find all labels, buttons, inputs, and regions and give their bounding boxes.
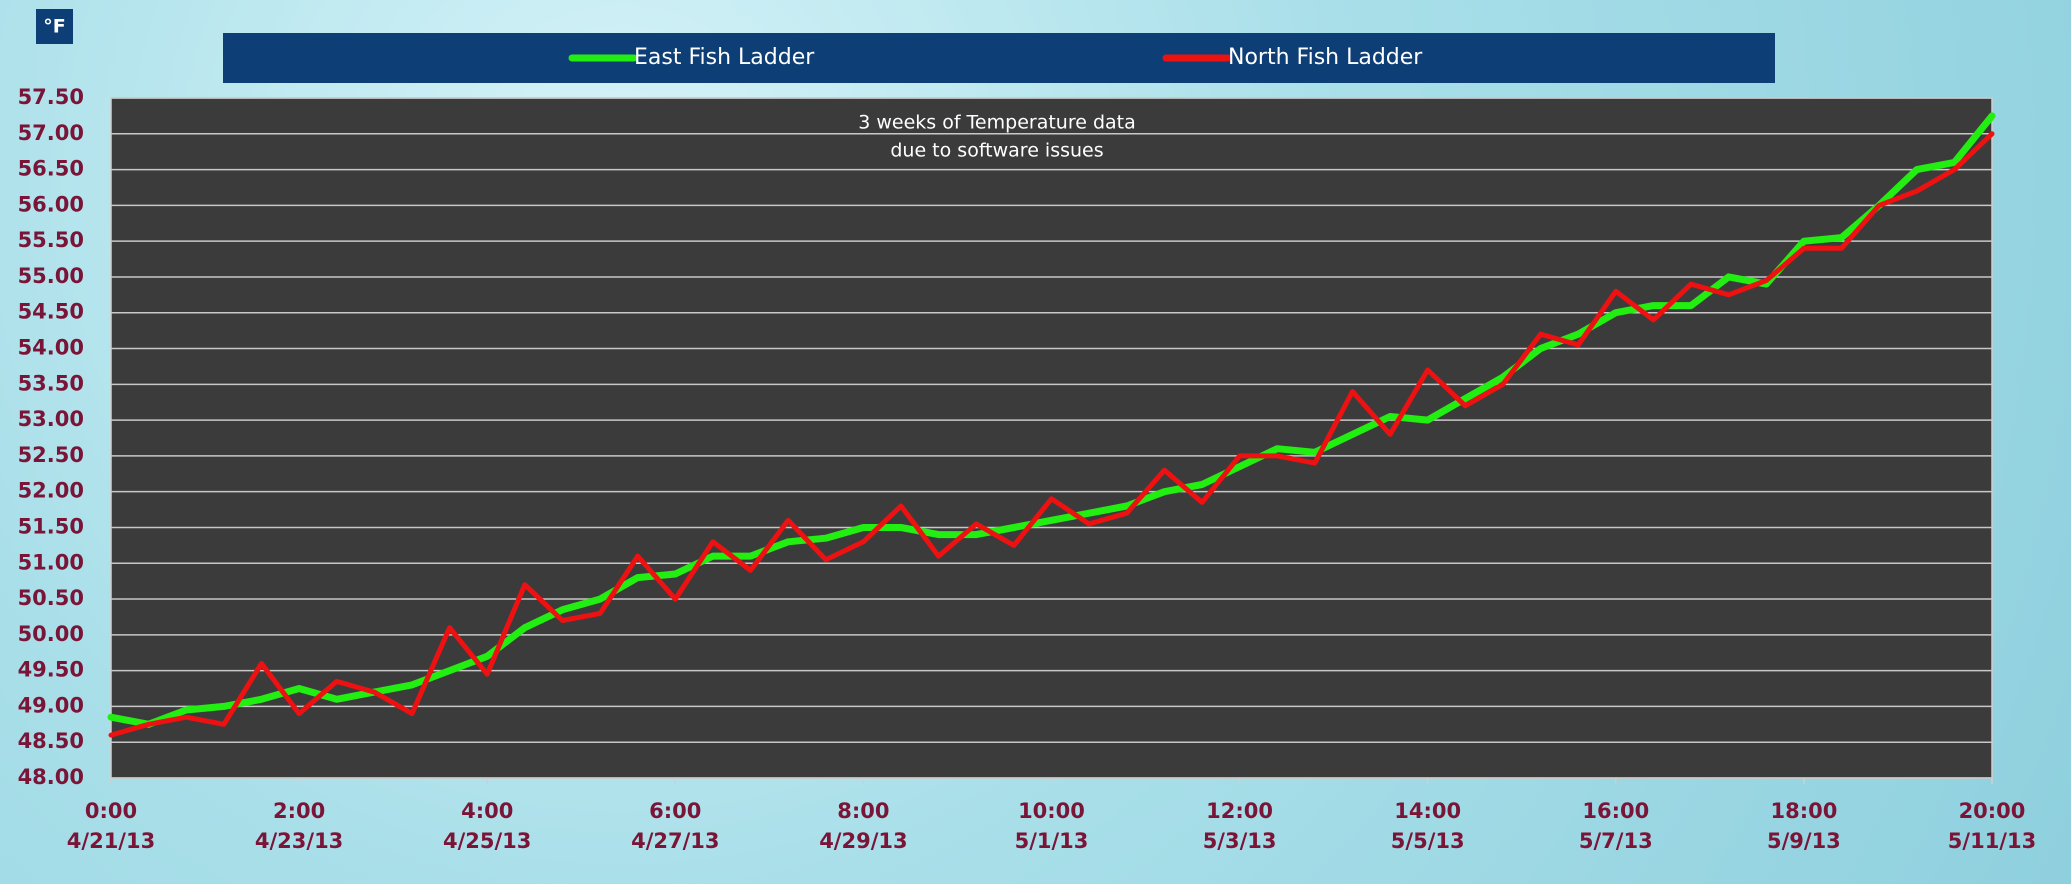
y-tick-label: 54.00 — [18, 336, 84, 360]
annotation: 3 weeks of Temperature data — [858, 112, 1136, 134]
y-tick-label: 48.50 — [18, 729, 84, 753]
x-tick-label: 5/7/13 — [1579, 829, 1653, 853]
y-tick-label: 57.50 — [18, 85, 84, 109]
y-tick-label: 55.00 — [18, 264, 84, 288]
x-tick-label: 5/3/13 — [1203, 829, 1277, 853]
x-tick-label: 10:00 — [1018, 799, 1085, 823]
y-tick-label: 52.00 — [18, 479, 84, 503]
y-tick-label: 57.00 — [18, 121, 84, 145]
y-tick-label: 49.50 — [18, 658, 84, 682]
x-tick-label: 5/1/13 — [1015, 829, 1089, 853]
y-tick-label: 50.50 — [18, 586, 84, 610]
x-tick-label: 5/9/13 — [1767, 829, 1841, 853]
x-tick-label: 4/21/13 — [67, 829, 155, 853]
y-tick-label: 56.00 — [18, 192, 84, 216]
x-tick-label: 4:00 — [461, 799, 513, 823]
y-tick-label: 51.00 — [18, 550, 84, 574]
y-tick-label: 51.50 — [18, 514, 84, 538]
x-tick-label: 5/5/13 — [1391, 829, 1465, 853]
y-tick-label: 48.00 — [18, 765, 84, 789]
x-tick-label: 18:00 — [1770, 799, 1837, 823]
x-tick-label: 14:00 — [1394, 799, 1461, 823]
x-tick-label: 2:00 — [273, 799, 325, 823]
x-tick-label: 5/11/13 — [1948, 829, 2036, 853]
x-tick-label: 6:00 — [649, 799, 701, 823]
x-tick-label: 12:00 — [1206, 799, 1273, 823]
unit-label: °F — [43, 16, 65, 38]
series-line — [108, 131, 1995, 738]
y-tick-label: 53.00 — [18, 407, 84, 431]
x-tick-label: 0:00 — [85, 799, 137, 823]
x-tick-label: 20:00 — [1959, 799, 2026, 823]
y-tick-label: 56.50 — [18, 157, 84, 181]
y-tick-label: 55.50 — [18, 228, 84, 252]
legend-label: East Fish Ladder — [634, 45, 815, 70]
legend-label: North Fish Ladder — [1228, 45, 1423, 70]
x-tick-label: 8:00 — [837, 799, 889, 823]
x-tick-label: 4/29/13 — [819, 829, 907, 853]
x-tick-label: 4/25/13 — [443, 829, 531, 853]
x-tick-label: 16:00 — [1582, 799, 1649, 823]
y-tick-label: 50.00 — [18, 622, 84, 646]
plot-area — [110, 97, 1993, 779]
x-tick-label: 4/23/13 — [255, 829, 343, 853]
y-tick-label: 53.50 — [18, 371, 84, 395]
legend-bar — [223, 33, 1775, 83]
y-tick-label: 49.00 — [18, 693, 84, 717]
y-tick-label: 54.50 — [18, 300, 84, 324]
x-tick-label: 4/27/13 — [631, 829, 719, 853]
y-tick-label: 52.50 — [18, 443, 84, 467]
unit-box — [36, 9, 73, 44]
annotation: due to software issues — [890, 140, 1103, 162]
